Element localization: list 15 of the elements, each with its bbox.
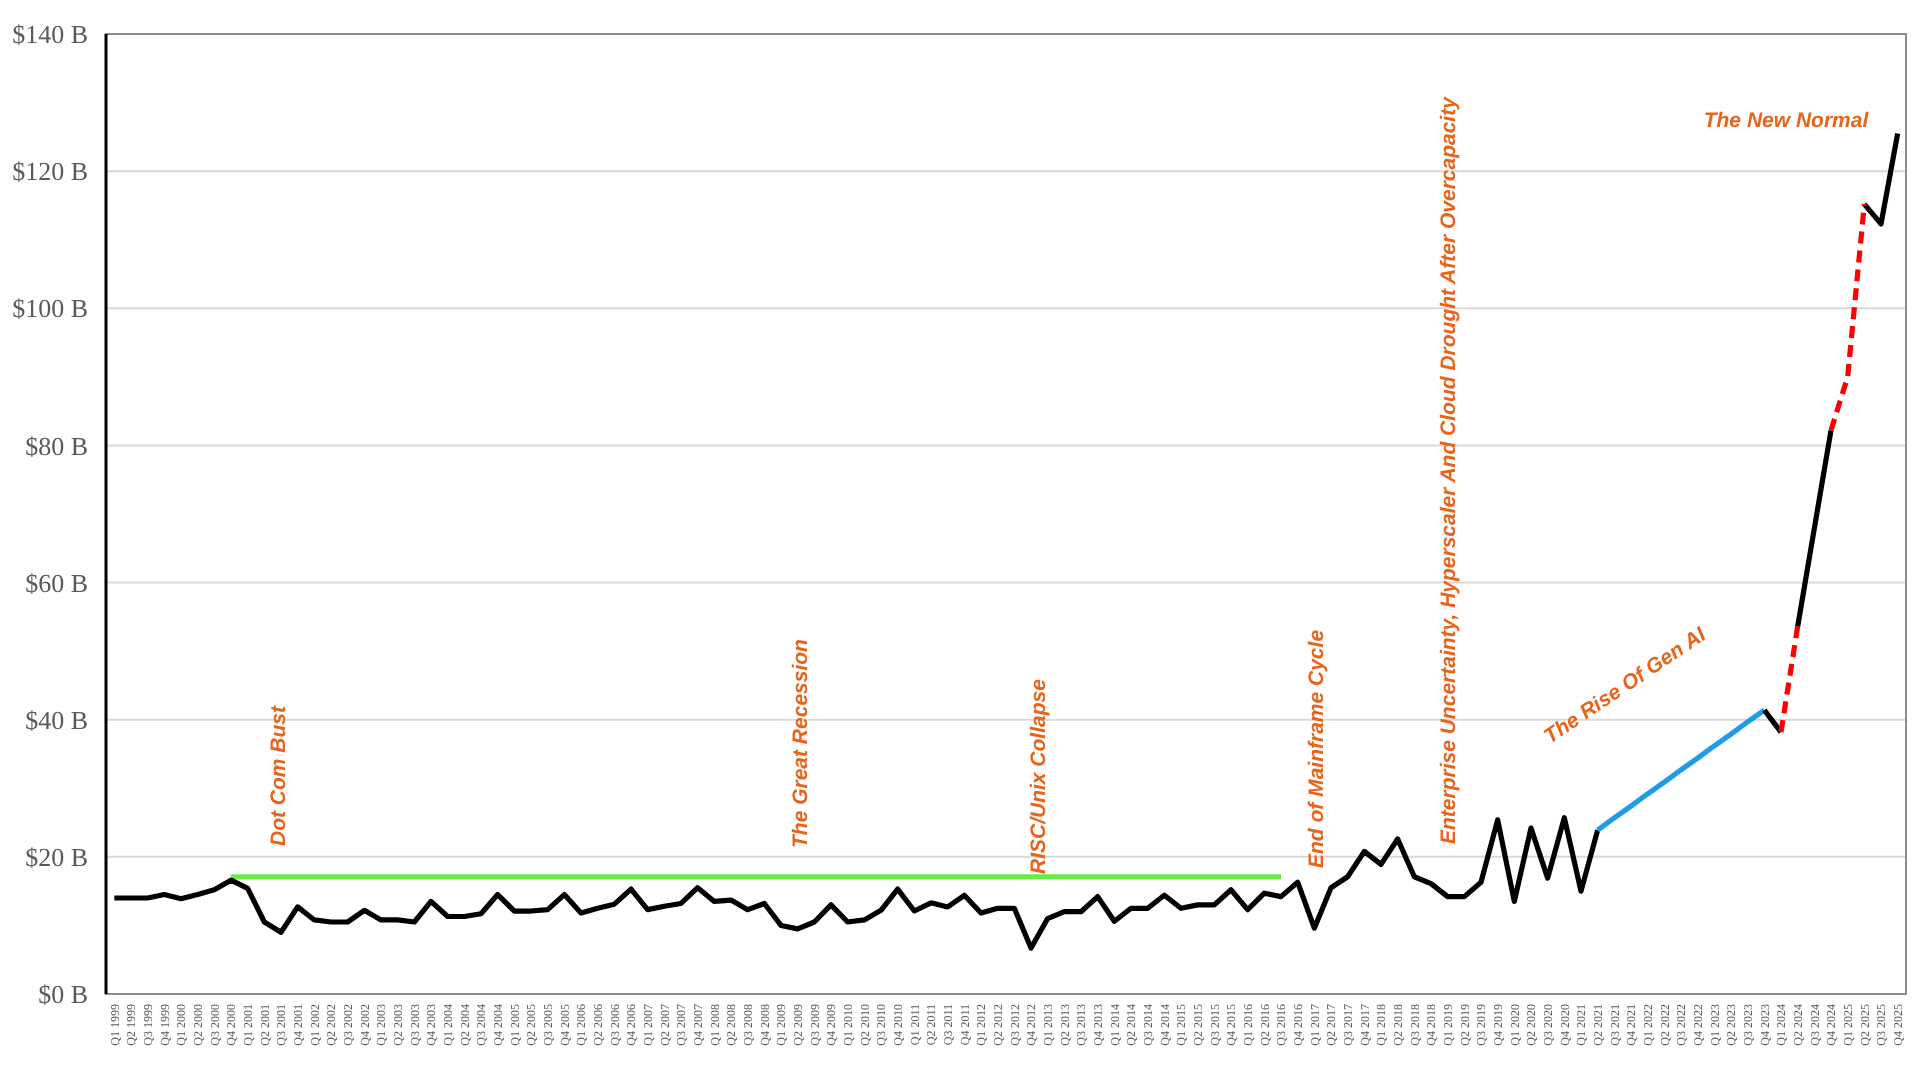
y-tick-label: $100 B — [12, 293, 89, 324]
y-tick-label: $80 B — [25, 430, 89, 461]
annotation: RISC/Unix Collapse — [1027, 678, 1052, 874]
y-tick-label: $60 B — [25, 567, 89, 598]
y-tick-label: $120 B — [12, 156, 89, 187]
annotation: The Rise Of Gen AI — [1539, 621, 1713, 749]
annotation: Enterprise Uncertainty, Hyperscaler And Cloud Drought After Overcapacity — [1437, 94, 1462, 844]
annotation: Dot Com Bust — [267, 705, 292, 846]
y-tick-label: $20 B — [25, 841, 89, 872]
y-tick-label: $0 B — [38, 979, 89, 1010]
y-tick-label: $40 B — [25, 704, 89, 735]
annotation: End of Mainframe Cycle — [1305, 629, 1330, 868]
y-tick-label: $140 B — [12, 19, 89, 50]
annotation: The Great Recession — [789, 639, 814, 848]
annotation: The New Normal — [1703, 109, 1871, 134]
